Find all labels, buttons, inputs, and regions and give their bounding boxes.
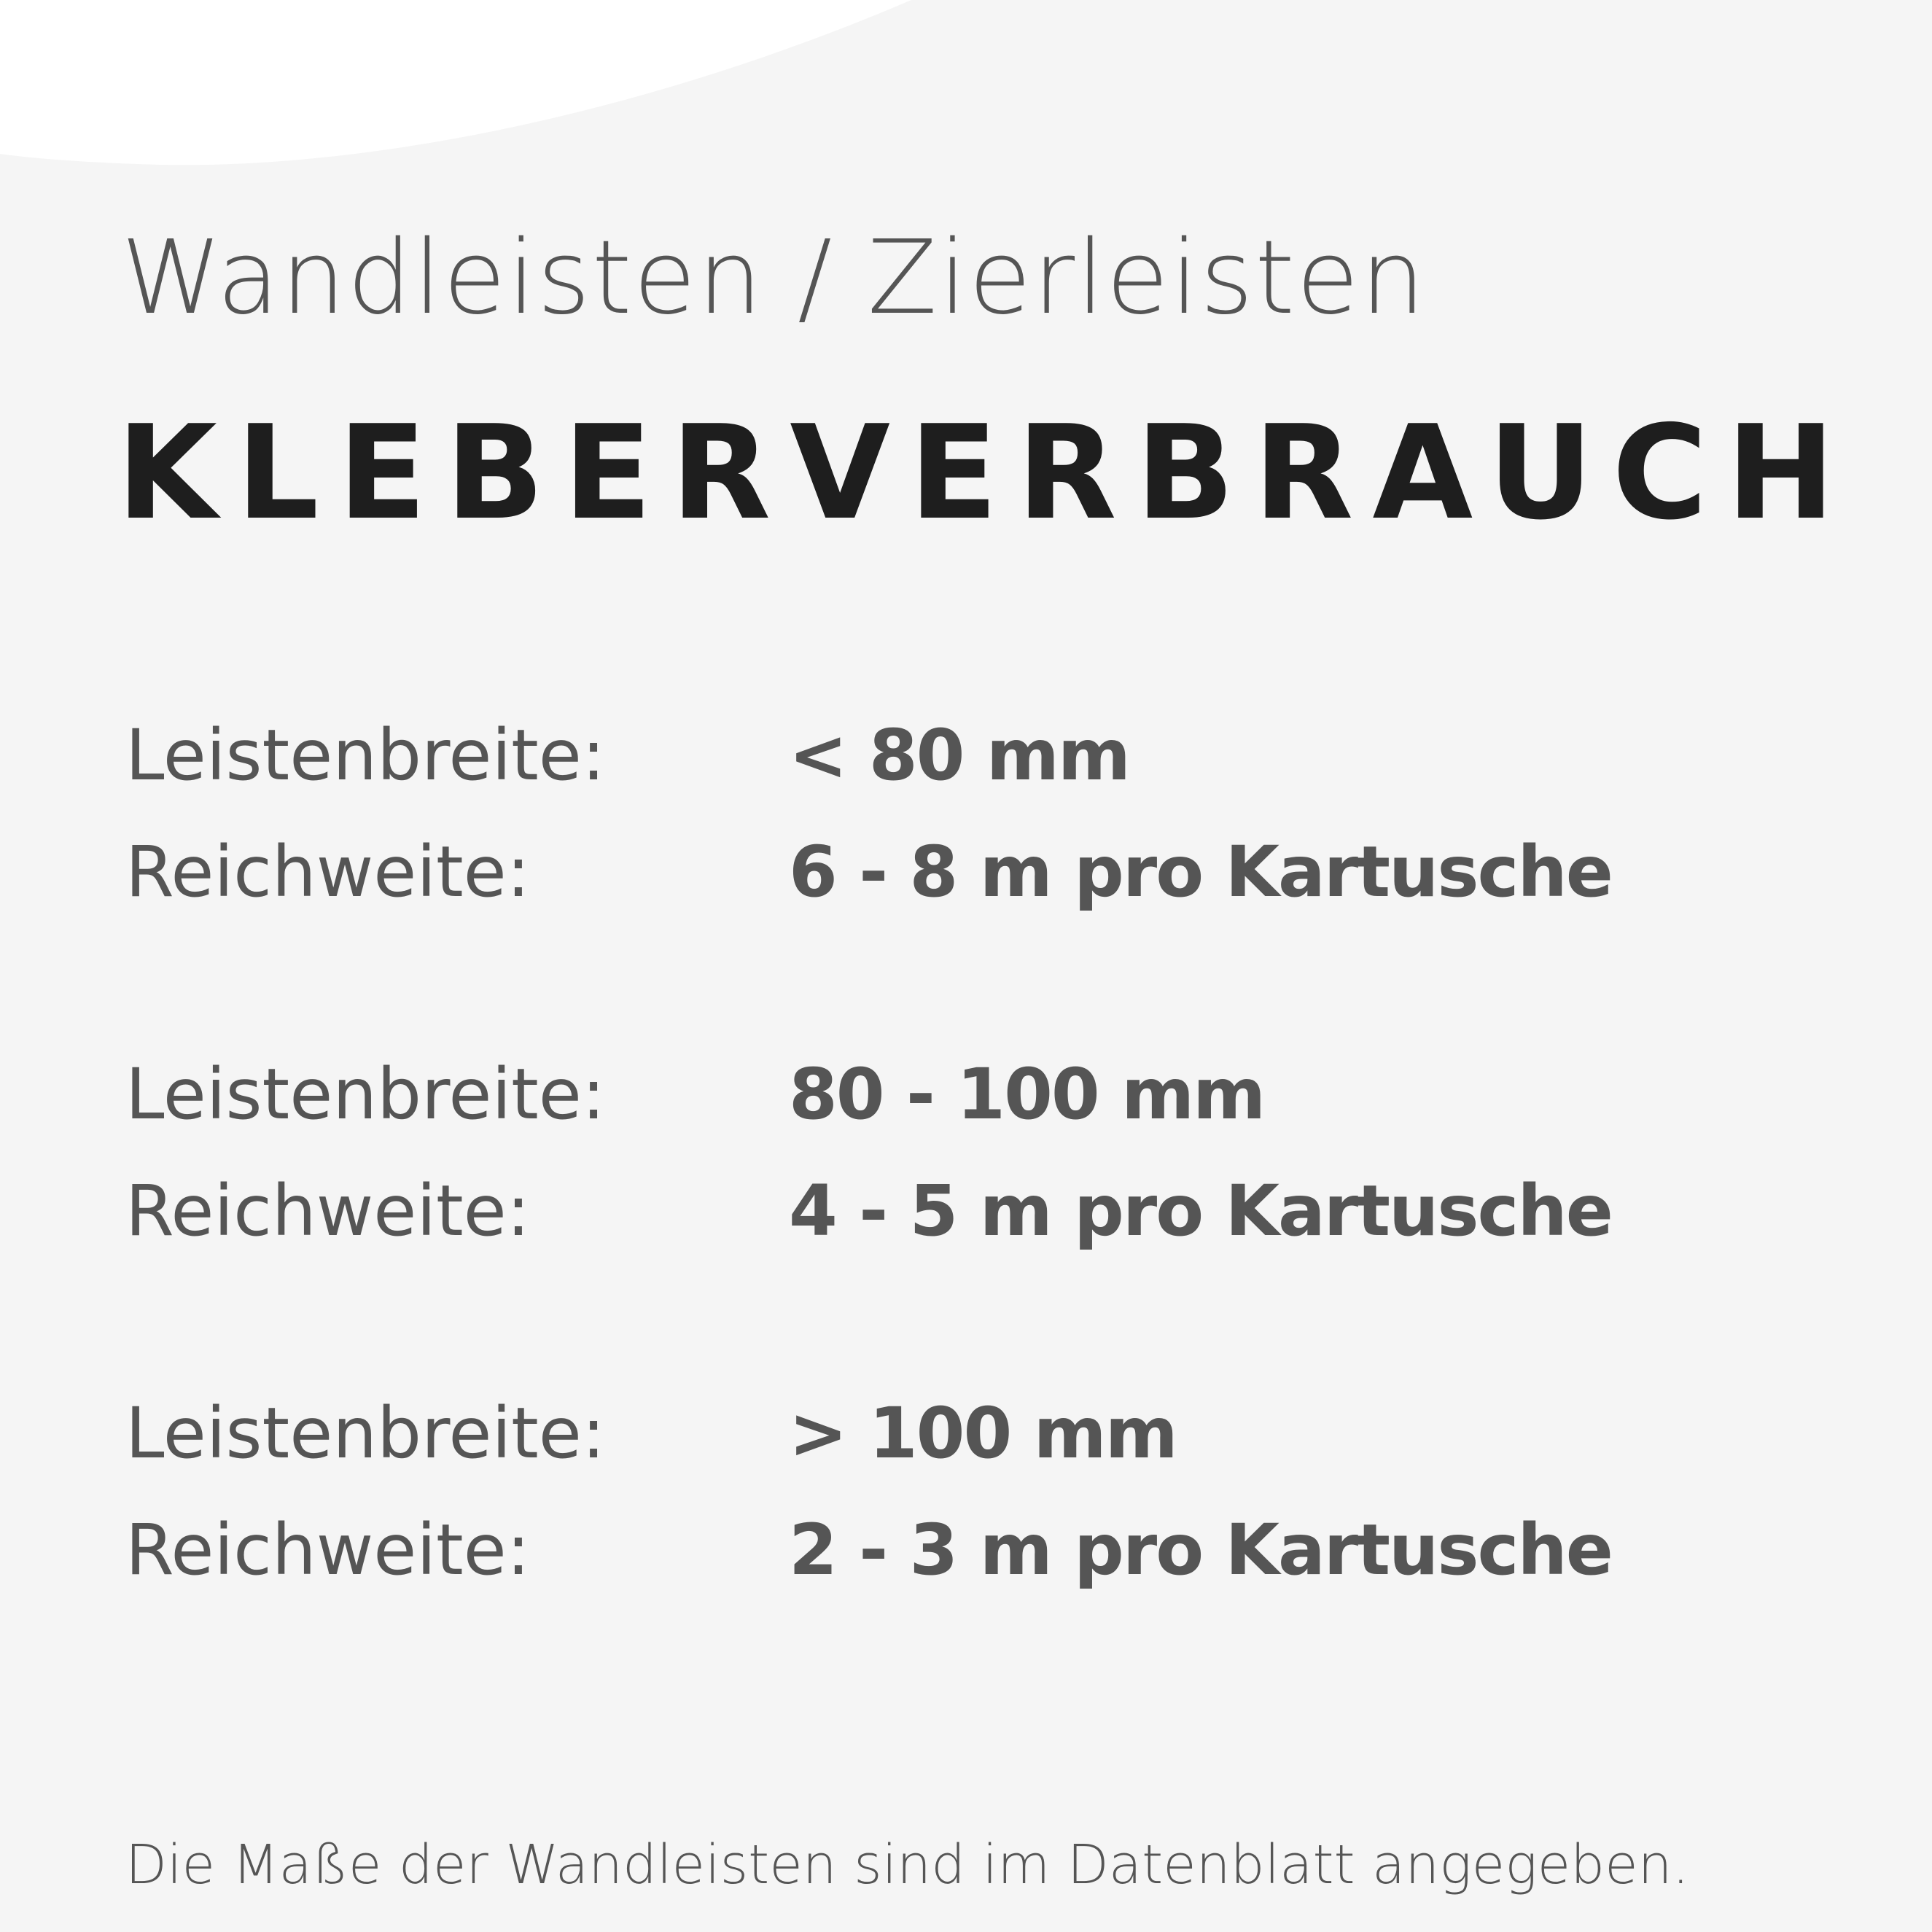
page-title: KLEBERVERBRAUCH [117,397,1854,548]
width-value: < 80 mm [789,714,1131,796]
width-value: 80 - 100 mm [789,1053,1266,1135]
range-value: 4 - 5 m pro Kartusche [789,1170,1613,1252]
decorative-curve [0,0,911,165]
width-label: Leistenbreite: [125,714,606,796]
range-label: Reichweite: [125,1170,531,1252]
width-label: Leistenbreite: [125,1053,606,1135]
width-label: Leistenbreite: [125,1392,606,1474]
subtitle: Wandleisten / Zierleisten [121,219,1427,338]
range-value: 6 - 8 m pro Kartusche [789,831,1613,913]
range-label: Reichweite: [125,831,531,913]
width-value: > 100 mm [789,1392,1178,1474]
range-label: Reichweite: [125,1509,531,1591]
range-value: 2 - 3 m pro Kartusche [789,1509,1613,1591]
footer-note: Die Maße der Wandleisten sind im Datenbl… [125,1834,1690,1896]
